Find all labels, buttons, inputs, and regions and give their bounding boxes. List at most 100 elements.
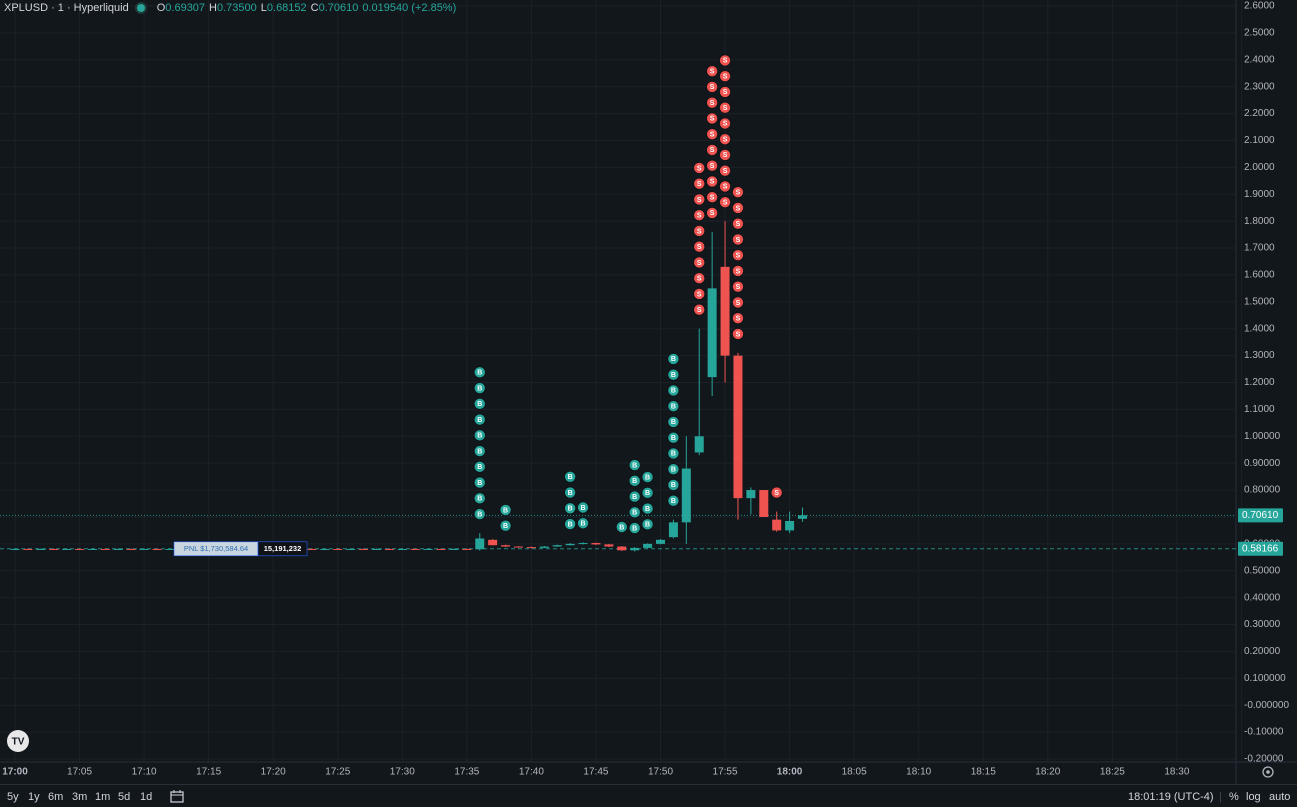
x-tick-label: 17:55 <box>713 767 738 778</box>
y-axis: 2.6000 2.5000 2.4000 2.3000 2.2000 2.1000 2.00… <box>1238 1 1289 765</box>
candle-body <box>707 288 717 378</box>
trade-marker-label: S <box>697 276 702 283</box>
trade-marker <box>667 431 680 444</box>
x-tick-label: 17:30 <box>390 767 415 778</box>
y-tick-label: 1.7000 <box>1244 243 1275 254</box>
trade-marker <box>667 384 680 397</box>
trade-marker <box>706 175 719 188</box>
settings-icon[interactable] <box>1262 766 1274 778</box>
trade-marker-label: S <box>723 184 728 191</box>
trade-marker <box>667 352 680 365</box>
trade-marker <box>628 490 641 503</box>
trade-marker <box>641 486 654 499</box>
trade-marker-label: S <box>697 291 702 298</box>
y-tick-label: 0.40000 <box>1244 592 1281 603</box>
trade-marker-label: B <box>632 510 637 517</box>
y-tick-label: 2.4000 <box>1244 54 1275 65</box>
candle-body <box>668 522 678 538</box>
y-tick-label: 1.9000 <box>1244 189 1275 200</box>
trade-marker-label: B <box>671 388 676 395</box>
candle-body <box>513 546 523 548</box>
x-tick-label: 18:10 <box>906 767 931 778</box>
candle-body <box>152 548 162 550</box>
trade-marker-label: S <box>723 73 728 80</box>
trade-marker <box>667 447 680 460</box>
range-button[interactable]: 3m <box>72 791 88 803</box>
ohlc-value: 0.68152 <box>266 2 307 14</box>
candle-body <box>694 436 704 453</box>
x-tick-label: 17:40 <box>519 767 544 778</box>
trade-marker <box>731 201 744 214</box>
candle-body <box>681 468 691 523</box>
candle-body <box>501 545 511 547</box>
candle-body <box>552 545 562 547</box>
candle-body <box>475 538 485 550</box>
trade-marker <box>499 519 512 532</box>
candle-body <box>113 548 123 550</box>
trade-marker-label: B <box>568 506 573 513</box>
trade-marker <box>667 368 680 381</box>
scale-option[interactable]: % <box>1229 791 1239 803</box>
trade-marker <box>667 494 680 507</box>
trade-marker <box>628 459 641 472</box>
svg-text:TV: TV <box>12 737 25 748</box>
trade-marker-label: B <box>581 505 586 512</box>
trade-marker <box>564 518 577 531</box>
trade-marker-label: B <box>568 474 573 481</box>
trade-marker-label: S <box>697 260 702 267</box>
trade-marker <box>731 264 744 277</box>
trade-marker-label: B <box>619 524 624 531</box>
candle-body <box>604 544 614 547</box>
x-tick-label: 17:25 <box>325 767 350 778</box>
range-button[interactable]: 5y <box>7 791 19 803</box>
trade-marker-label: S <box>723 168 728 175</box>
trade-marker-label: B <box>477 385 482 392</box>
y-tick-label: 2.3000 <box>1244 81 1275 92</box>
trade-marker <box>719 180 732 193</box>
trade-marker <box>706 112 719 125</box>
trade-marker <box>719 101 732 114</box>
trade-marker <box>667 463 680 476</box>
y-tick-label: 1.2000 <box>1244 377 1275 388</box>
candle-body <box>100 548 110 550</box>
trade-marker <box>641 502 654 515</box>
scale-option[interactable]: log <box>1246 791 1261 803</box>
trade-marker-label: S <box>736 300 741 307</box>
trade-marker-label: S <box>723 136 728 143</box>
range-button[interactable]: 6m <box>48 791 64 803</box>
y-tick-label: 1.8000 <box>1244 216 1275 227</box>
trade-marker <box>693 161 706 174</box>
candle-body <box>449 548 459 550</box>
trade-marker <box>473 429 486 442</box>
trade-marker <box>564 486 577 499</box>
range-button[interactable]: 1m <box>95 791 111 803</box>
trade-marker <box>731 327 744 340</box>
trade-marker <box>473 382 486 395</box>
trade-marker-label: S <box>697 228 702 235</box>
trade-marker-label: S <box>697 197 702 204</box>
trade-marker <box>706 96 719 109</box>
candle-body <box>643 543 653 548</box>
trade-marker-label: B <box>632 494 637 501</box>
trade-marker-label: S <box>710 84 715 91</box>
y-tick-label: 1.4000 <box>1244 323 1275 334</box>
candle-body <box>397 548 407 550</box>
trade-marker <box>564 470 577 483</box>
trade-marker-label: S <box>697 181 702 188</box>
range-button[interactable]: 1y <box>28 791 40 803</box>
range-button[interactable]: 1d <box>140 791 153 803</box>
scale-option[interactable]: auto <box>1269 791 1291 803</box>
trade-marker <box>473 460 486 473</box>
candle-body <box>87 548 97 550</box>
trade-marker-label: B <box>503 507 508 514</box>
date-range-icon[interactable] <box>169 789 185 803</box>
candle-body <box>371 548 381 550</box>
trade-marker <box>731 249 744 262</box>
range-button[interactable]: 5d <box>118 791 131 803</box>
x-tick-label: 17:45 <box>583 767 608 778</box>
ohlc-key: L <box>260 2 267 14</box>
candle-body <box>320 548 330 550</box>
trade-marker-label: S <box>736 205 741 212</box>
ohlc-value: 0.73500 <box>217 2 257 14</box>
